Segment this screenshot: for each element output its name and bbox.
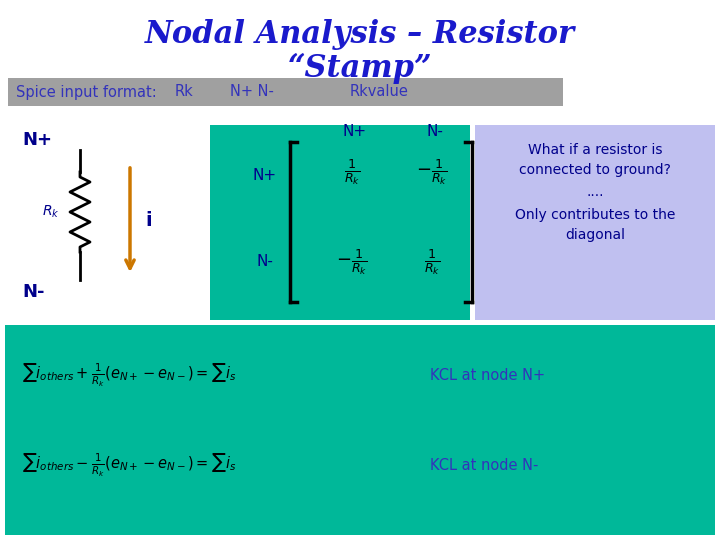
Text: Rk: Rk	[175, 84, 194, 99]
Text: N+ N-: N+ N-	[230, 84, 274, 99]
Text: N+: N+	[343, 125, 367, 139]
Bar	[5, 325, 715, 535]
Text: $\sum i_{others}+\frac{1}{R_k}(e_{N+}-e_{N-})=\sum i_s$: $\sum i_{others}+\frac{1}{R_k}(e_{N+}-e_…	[22, 361, 236, 389]
Text: $\frac{1}{R_k}$: $\frac{1}{R_k}$	[344, 157, 360, 187]
Text: KCL at node N-: KCL at node N-	[430, 457, 539, 472]
Bar	[475, 125, 715, 320]
Text: Only contributes to the: Only contributes to the	[515, 208, 675, 222]
Text: $R_k$: $R_k$	[42, 204, 60, 220]
Text: Spice input format:: Spice input format:	[16, 84, 157, 99]
Text: i: i	[145, 211, 152, 229]
Text: Rkvalue: Rkvalue	[350, 84, 409, 99]
Text: N-: N-	[22, 283, 45, 301]
Text: $\sum i_{others}-\frac{1}{R_k}(e_{N+}-e_{N-})=\sum i_s$: $\sum i_{others}-\frac{1}{R_k}(e_{N+}-e_…	[22, 451, 236, 478]
Text: N+: N+	[253, 167, 277, 183]
Text: Nodal Analysis – Resistor: Nodal Analysis – Resistor	[145, 19, 575, 51]
Text: What if a resistor is: What if a resistor is	[528, 143, 662, 157]
Text: N+: N+	[22, 131, 52, 149]
Text: N-: N-	[426, 125, 444, 139]
Text: KCL at node N+: KCL at node N+	[430, 368, 545, 382]
Text: $-\frac{1}{R_k}$: $-\frac{1}{R_k}$	[336, 247, 368, 277]
Bar	[8, 78, 563, 106]
Text: “Stamp”: “Stamp”	[288, 52, 432, 84]
Text: $\frac{1}{R_k}$: $\frac{1}{R_k}$	[424, 247, 440, 277]
Text: diagonal: diagonal	[565, 228, 625, 242]
Text: N-: N-	[256, 254, 274, 269]
Text: ....: ....	[586, 185, 604, 199]
Text: $-\frac{1}{R_k}$: $-\frac{1}{R_k}$	[416, 157, 448, 187]
Bar	[210, 125, 470, 320]
Text: connected to ground?: connected to ground?	[519, 163, 671, 177]
